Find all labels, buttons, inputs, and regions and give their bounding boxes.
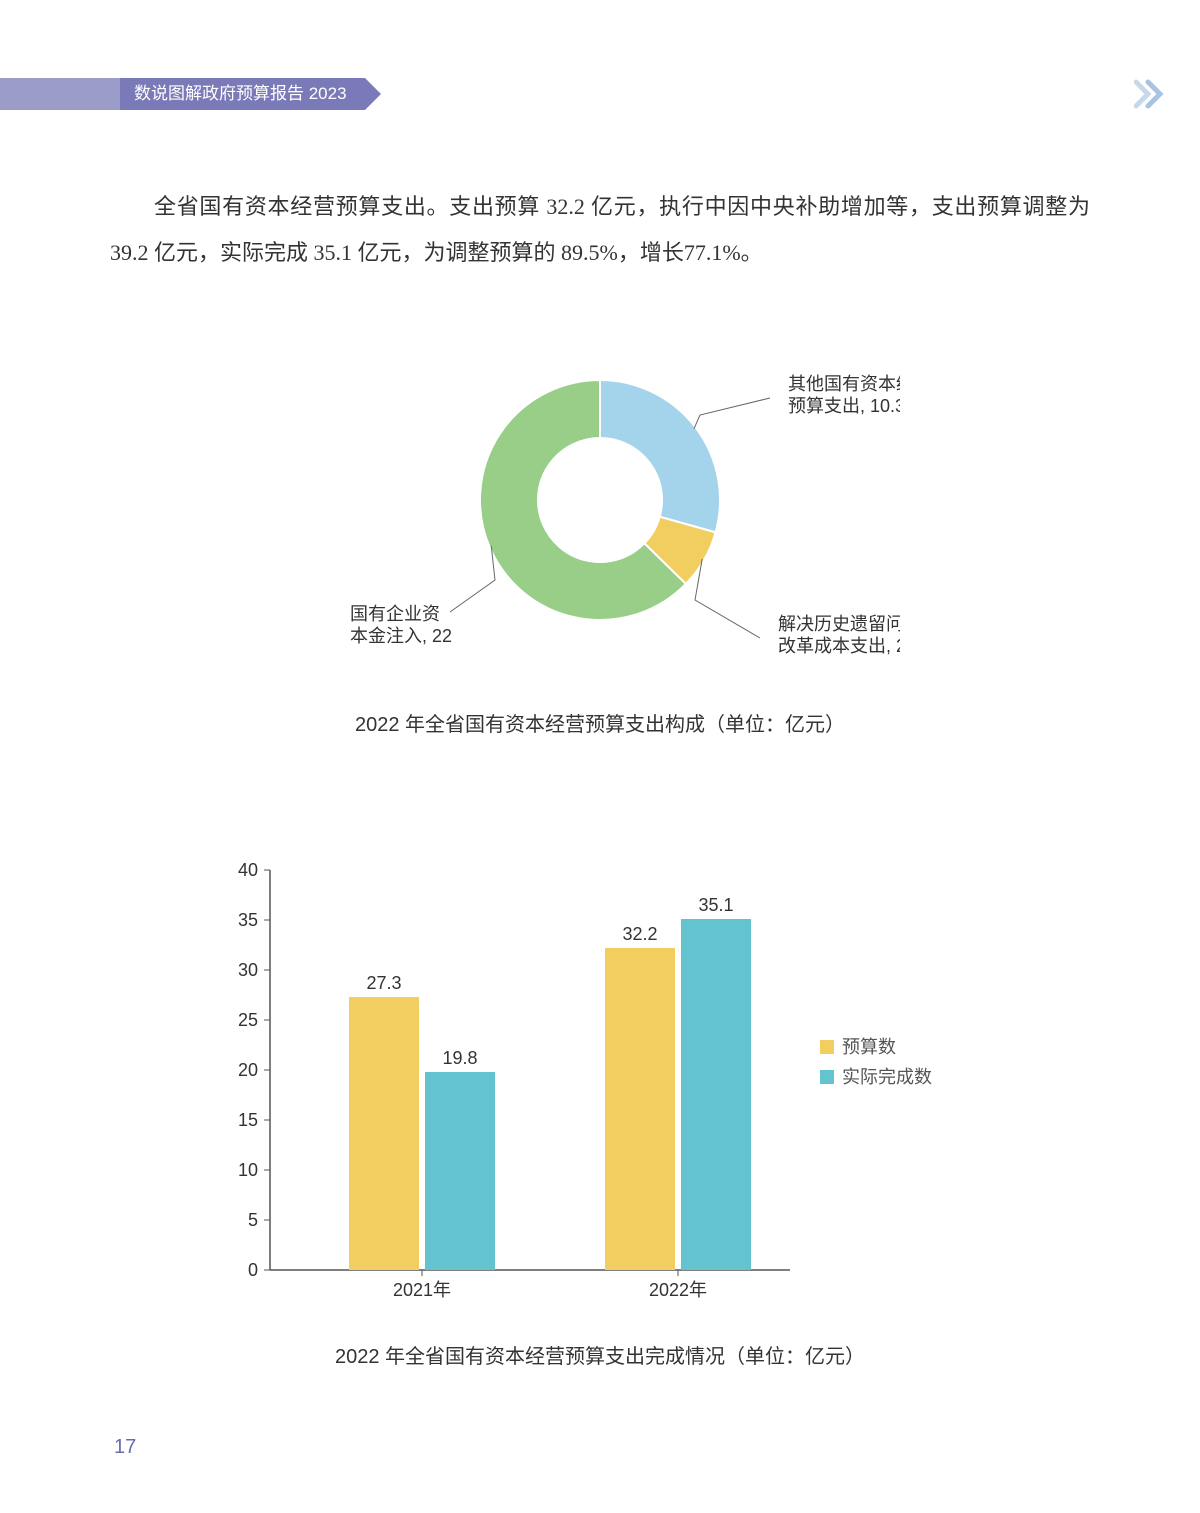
svg-text:40: 40 bbox=[238, 860, 258, 880]
svg-text:25: 25 bbox=[238, 1010, 258, 1030]
header-title: 数说图解政府预算报告 2023 bbox=[134, 78, 347, 110]
donut-chart: 其他国有资本经营预算支出, 10.3 解决历史遗留问题及改革成本支出, 2.8 国有… bbox=[300, 340, 900, 700]
svg-text:预算支出, 10.3: 预算支出, 10.3 bbox=[788, 396, 900, 416]
page-number: 17 bbox=[114, 1436, 136, 1459]
svg-text:27.3: 27.3 bbox=[366, 973, 401, 993]
svg-text:30: 30 bbox=[238, 960, 258, 980]
bar-chart: 0 5 10 15 20 25 30 35 40 27.3 19.8 2021年 32.2 35.1 202… bbox=[200, 840, 1000, 1320]
svg-text:2021年: 2021年 bbox=[393, 1280, 451, 1300]
svg-text:35: 35 bbox=[238, 910, 258, 930]
svg-text:15: 15 bbox=[238, 1110, 258, 1130]
header-title-tab: 数说图解政府预算报告 2023 bbox=[120, 78, 365, 110]
svg-text:解决历史遗留问题及: 解决历史遗留问题及 bbox=[778, 614, 900, 634]
svg-text:预算数: 预算数 bbox=[842, 1037, 896, 1057]
header-left-accent bbox=[0, 78, 120, 110]
svg-text:实际完成数: 实际完成数 bbox=[842, 1067, 932, 1087]
donut-caption: 2022 年全省国有资本经营预算支出构成（单位：亿元） bbox=[0, 708, 1200, 737]
svg-text:改革成本支出, 2.8: 改革成本支出, 2.8 bbox=[778, 636, 900, 656]
svg-text:其他国有资本经营: 其他国有资本经营 bbox=[788, 374, 900, 394]
header-bar: 数说图解政府预算报告 2023 bbox=[0, 78, 1200, 110]
svg-text:10: 10 bbox=[238, 1160, 258, 1180]
svg-text:35.1: 35.1 bbox=[698, 895, 733, 915]
svg-text:5: 5 bbox=[248, 1210, 258, 1230]
svg-text:国有企业资: 国有企业资 bbox=[350, 604, 440, 624]
svg-text:0: 0 bbox=[248, 1260, 258, 1280]
body-paragraph: 全省国有资本经营预算支出。支出预算 32.2 亿元，执行中因中央补助增加等，支出… bbox=[110, 184, 1090, 276]
svg-text:本金注入, 22: 本金注入, 22 bbox=[350, 626, 452, 646]
header-chevrons-icon bbox=[1134, 78, 1170, 110]
svg-text:20: 20 bbox=[238, 1060, 258, 1080]
bar-caption: 2022 年全省国有资本经营预算支出完成情况（单位：亿元） bbox=[0, 1340, 1200, 1369]
svg-text:2022年: 2022年 bbox=[649, 1280, 707, 1300]
svg-text:32.2: 32.2 bbox=[622, 924, 657, 944]
svg-text:19.8: 19.8 bbox=[442, 1048, 477, 1068]
